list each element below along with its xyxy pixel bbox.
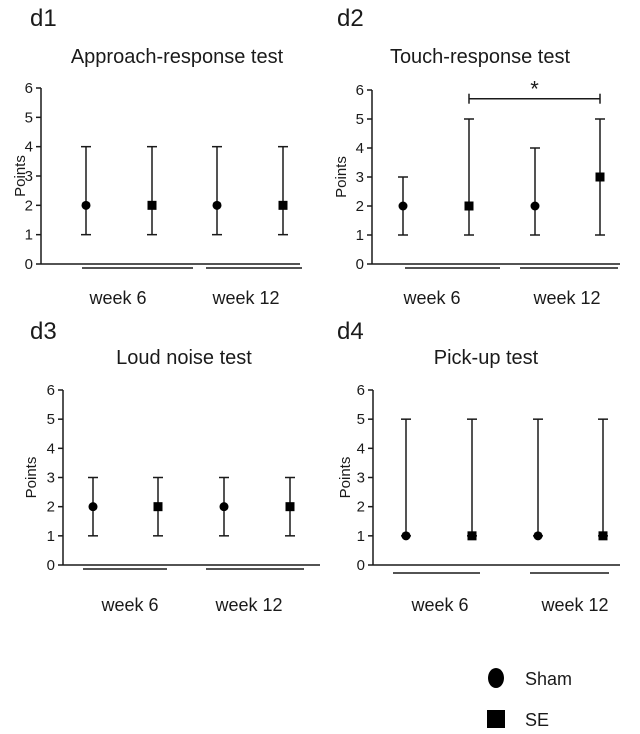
data-point-sham <box>401 531 411 541</box>
y-tick-label: 2 <box>356 198 364 215</box>
chart-title: Pick-up test <box>434 347 539 369</box>
data-point-sham <box>88 502 98 512</box>
y-tick-label: 3 <box>357 470 365 487</box>
data-point-se <box>595 172 605 182</box>
data-point-se <box>464 201 474 211</box>
y-axis-title: Points <box>333 156 350 198</box>
group-label: week 12 <box>214 595 282 615</box>
y-axis-title: Points <box>12 155 29 197</box>
chart-title: Loud noise test <box>116 347 252 369</box>
panel-letter: d4 <box>337 318 364 345</box>
y-tick-label: 3 <box>356 169 364 186</box>
y-axis-title: Points <box>23 457 40 499</box>
chart-panel-d3: d3 Loud noise test 0 1 2 3 4 5 6 Points week 6 week… <box>23 318 320 615</box>
y-tick-label: 6 <box>356 82 364 99</box>
panel-letter: d3 <box>30 318 57 345</box>
data-point-sham <box>533 531 543 541</box>
y-tick-label: 1 <box>357 528 365 545</box>
data-point-se <box>147 200 157 210</box>
y-tick-label: 3 <box>25 168 33 185</box>
y-tick-label: 6 <box>25 80 33 97</box>
legend-marker-se <box>487 710 505 728</box>
y-tick-label: 4 <box>25 139 33 156</box>
legend: Sham SE <box>487 668 572 730</box>
data-point-sham <box>219 502 229 512</box>
y-tick-label: 1 <box>47 528 55 545</box>
y-tick-label: 2 <box>357 499 365 516</box>
y-tick-label: 0 <box>357 557 365 574</box>
data-point-se <box>278 200 288 210</box>
legend-label: Sham <box>525 669 572 689</box>
y-tick-label: 5 <box>356 111 364 128</box>
data-point-se <box>467 531 477 541</box>
y-tick-label: 1 <box>356 227 364 244</box>
y-tick-label: 4 <box>357 440 365 457</box>
data-point-se <box>598 531 608 541</box>
y-tick-label: 2 <box>25 197 33 214</box>
y-tick-label: 1 <box>25 227 33 244</box>
chart-title: Touch-response test <box>390 46 571 68</box>
y-tick-label: 5 <box>47 411 55 428</box>
legend-label: SE <box>525 710 549 730</box>
y-tick-label: 3 <box>47 470 55 487</box>
panel-letter: d2 <box>337 5 364 32</box>
y-tick-label: 5 <box>25 109 33 126</box>
chart-panel-d4: d4 Pick-up test 0 1 2 3 4 5 6 Points week 6 week 12 <box>337 318 620 615</box>
y-axis-title: Points <box>337 457 354 499</box>
y-tick-label: 6 <box>357 382 365 399</box>
chart-panel-d2: d2 Touch-response test 0 1 2 3 4 5 6 Points week 6… <box>333 5 620 308</box>
chart-title: Approach-response test <box>71 46 284 68</box>
y-tick-label: 4 <box>356 140 364 157</box>
group-label: week 6 <box>402 288 460 308</box>
panel-letter: d1 <box>30 5 57 32</box>
significance-label: * <box>530 77 539 102</box>
data-point-se <box>285 502 295 512</box>
data-point-sham <box>81 200 91 210</box>
y-tick-label: 4 <box>47 440 55 457</box>
y-tick-label: 0 <box>25 256 33 273</box>
group-label: week 12 <box>532 288 600 308</box>
y-tick-label: 0 <box>47 557 55 574</box>
chart-panel-d1: d1 Approach-response test 0 1 2 3 4 5 6 Points wee… <box>12 5 302 308</box>
y-tick-label: 6 <box>47 382 55 399</box>
data-point-sham <box>530 201 540 211</box>
group-label: week 6 <box>410 595 468 615</box>
group-label: week 12 <box>211 288 279 308</box>
group-label: week 6 <box>100 595 158 615</box>
y-tick-label: 0 <box>356 256 364 273</box>
group-label: week 6 <box>88 288 146 308</box>
data-point-sham <box>212 200 222 210</box>
group-label: week 12 <box>540 595 608 615</box>
data-point-se <box>153 502 163 512</box>
y-tick-label: 5 <box>357 411 365 428</box>
data-point-sham <box>398 201 408 211</box>
y-tick-label: 2 <box>47 499 55 516</box>
legend-marker-sham <box>488 668 504 688</box>
